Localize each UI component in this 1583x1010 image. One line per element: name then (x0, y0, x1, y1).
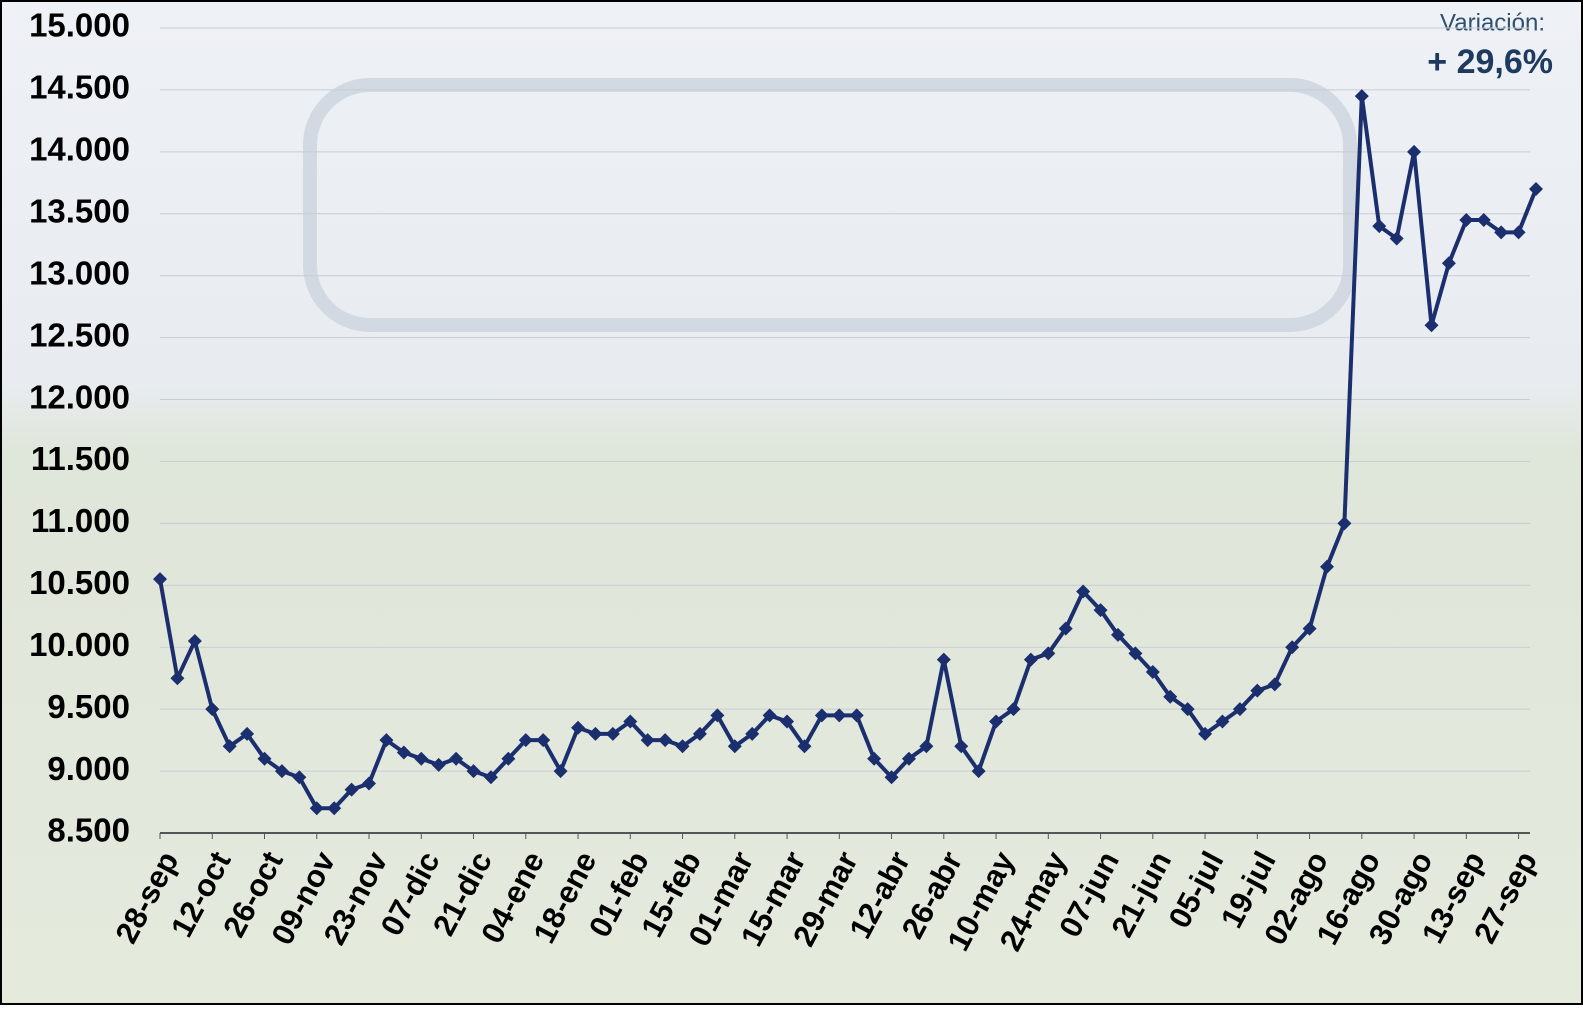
marker (1285, 640, 1300, 655)
marker (1058, 621, 1073, 636)
y-tick-label: 9.500 (47, 688, 130, 725)
marker (501, 751, 516, 766)
marker (658, 733, 673, 748)
marker (344, 782, 359, 797)
marker (1511, 225, 1526, 240)
marker (1389, 231, 1404, 246)
y-tick-label: 12.000 (29, 378, 130, 415)
marker (449, 751, 464, 766)
marker (1424, 318, 1439, 333)
marker (605, 726, 620, 741)
marker (553, 764, 568, 779)
marker (954, 739, 969, 754)
marker (1076, 584, 1091, 599)
marker (1023, 652, 1038, 667)
marker (1145, 665, 1160, 679)
marker (1494, 225, 1509, 240)
marker (1476, 212, 1491, 227)
marker (762, 708, 777, 723)
marker (414, 751, 429, 766)
marker (309, 801, 324, 816)
marker (187, 634, 202, 649)
marker (518, 733, 533, 748)
marker (745, 726, 760, 741)
marker (571, 720, 586, 735)
y-tick-label: 10.000 (29, 626, 130, 663)
marker (1128, 646, 1143, 661)
marker (1372, 219, 1387, 234)
marker (1337, 516, 1352, 531)
marker (936, 652, 951, 667)
marker (727, 739, 742, 754)
y-tick-label: 13.500 (29, 192, 130, 229)
marker (362, 776, 377, 791)
marker (1319, 559, 1334, 574)
y-tick-label: 11.000 (31, 502, 130, 539)
marker (1459, 212, 1474, 227)
marker (1215, 714, 1230, 729)
marker (1006, 702, 1021, 717)
marker (1232, 702, 1247, 717)
marker (379, 733, 394, 748)
y-tick-label: 14.000 (29, 131, 130, 168)
marker (1180, 702, 1195, 717)
marker (884, 770, 899, 785)
marker (327, 801, 342, 816)
marker (292, 770, 307, 785)
annotation-value: + 29,6% (1427, 43, 1553, 81)
marker (205, 702, 220, 717)
marker (588, 726, 603, 741)
marker (814, 708, 829, 723)
marker (797, 739, 812, 754)
y-tick-label: 11.500 (31, 440, 130, 477)
marker (901, 751, 916, 766)
marker (170, 671, 185, 686)
marker (1529, 182, 1543, 196)
marker (1441, 256, 1456, 271)
annotation-label: Variación: (1440, 9, 1545, 36)
marker (1198, 726, 1213, 741)
marker (675, 739, 690, 754)
marker (623, 714, 638, 729)
marker (919, 739, 934, 754)
marker (536, 733, 551, 748)
marker (1407, 144, 1422, 159)
marker (153, 572, 167, 587)
marker (1302, 621, 1317, 636)
y-tick-label: 12.500 (29, 316, 130, 353)
marker (1163, 689, 1178, 704)
marker (257, 751, 272, 766)
marker (240, 726, 255, 741)
plot (153, 89, 1543, 816)
marker (1354, 89, 1369, 104)
marker (692, 726, 707, 741)
marker (483, 770, 498, 785)
marker (396, 745, 411, 760)
marker (867, 751, 882, 766)
marker (431, 757, 446, 772)
marker (1093, 603, 1108, 618)
marker (971, 764, 986, 779)
marker (640, 733, 655, 748)
marker (1267, 677, 1282, 692)
marker (989, 714, 1004, 729)
y-tick-label: 8.500 (47, 812, 130, 849)
y-tick-label: 10.500 (29, 564, 130, 601)
marker (274, 764, 289, 779)
marker (222, 739, 237, 754)
y-tick-label: 9.000 (47, 750, 130, 787)
y-tick-label: 14.500 (29, 69, 130, 106)
marker (832, 708, 847, 723)
marker (466, 764, 481, 779)
marker (1250, 683, 1265, 698)
marker (710, 708, 725, 723)
marker (1110, 627, 1125, 642)
marker (780, 714, 795, 729)
marker (849, 708, 864, 723)
y-tick-label: 13.000 (29, 254, 130, 291)
y-tick-label: 15.000 (29, 7, 130, 44)
marker (1041, 646, 1056, 661)
watermark-frame (303, 78, 1357, 332)
